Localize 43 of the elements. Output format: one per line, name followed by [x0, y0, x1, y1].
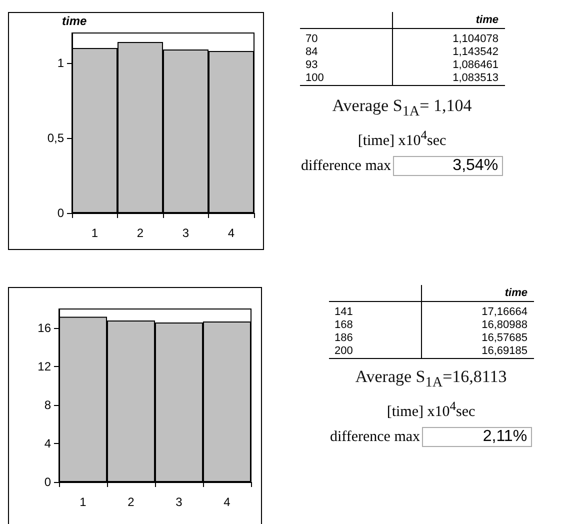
text: 16,69185 [421, 345, 534, 358]
text: 16,57685 [480, 332, 528, 345]
y-tick-label: 1 [57, 56, 64, 70]
y-tick-label: 0 [57, 206, 64, 220]
text: difference max [300, 158, 392, 175]
y-tick-label: 16 [38, 321, 52, 336]
text: 16,80988 [480, 319, 528, 332]
text: [time] x10$^{4}$sec [386, 399, 476, 422]
text: 17,16664 [480, 306, 528, 319]
x-tick-label: 2 [136, 226, 144, 240]
y-tick-label: 8 [44, 398, 52, 412]
x-tick-label: 4 [228, 226, 235, 240]
text: 93 [300, 59, 392, 72]
text: 168 [328, 319, 421, 332]
text: 3,54% [393, 156, 504, 176]
y-axis-title: time [62, 14, 87, 28]
x-tick-label: 1 [80, 495, 87, 509]
x-tick-label: 2 [128, 495, 135, 509]
text: 1,143542 [452, 46, 500, 59]
x-tick-label: 3 [182, 226, 190, 240]
x-tick-label: 3 [176, 495, 183, 509]
y-tick-label: 0,5 [47, 131, 64, 145]
text: Average S$_{1A}$= 1,104 [331, 96, 473, 120]
text: 1,104078 [452, 33, 500, 46]
text: 2,11% [422, 427, 532, 448]
text: 200 [328, 345, 421, 358]
text: difference max [330, 428, 420, 446]
y-tick-label: 0 [44, 475, 52, 489]
x-tick-label: 1 [91, 226, 98, 240]
text: Average S$_{1A}$=16,8113 [354, 367, 508, 392]
text: 100 [300, 72, 392, 86]
y-tick-label: 12 [38, 360, 52, 374]
text: 1,083513 [392, 72, 504, 86]
text: 1,086461 [452, 59, 500, 72]
y-tick-label: 4 [44, 436, 52, 451]
text: 84 [300, 46, 392, 59]
text: 70 [300, 33, 392, 46]
text: [time] x10$^{4}$sec [356, 128, 448, 150]
text: time [421, 285, 534, 302]
x-tick-label: 4 [224, 495, 231, 509]
text: 186 [328, 332, 421, 345]
text: 141 [328, 306, 421, 319]
text: time [392, 12, 504, 28]
